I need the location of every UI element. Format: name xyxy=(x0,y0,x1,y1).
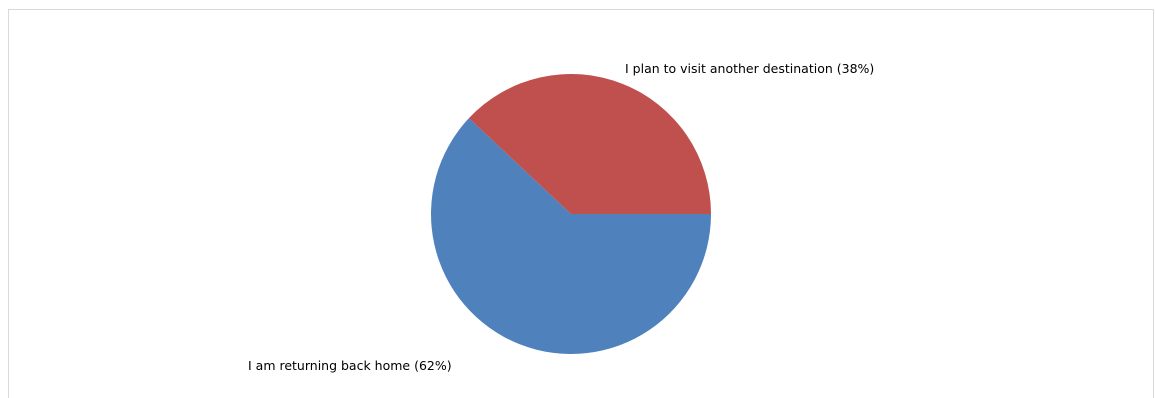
pie-slices xyxy=(430,73,711,354)
pie-slice-returning-home xyxy=(430,118,711,354)
slice-label-returning-home: I am returning back home (62%) xyxy=(248,358,452,373)
slice-label-another-destination: I plan to visit another destination (38%… xyxy=(625,61,874,76)
pie-slice-another-destination xyxy=(468,73,711,215)
